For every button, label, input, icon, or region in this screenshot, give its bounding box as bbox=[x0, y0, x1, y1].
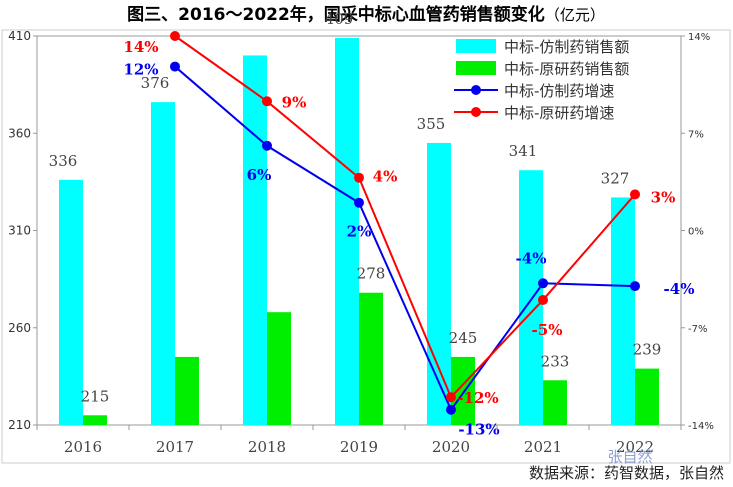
imitation-rate-point bbox=[262, 140, 272, 151]
original-rate-point bbox=[354, 172, 364, 183]
imitation-rate-label: -13% bbox=[458, 421, 499, 439]
bar-imitation bbox=[151, 102, 175, 425]
imitation-rate-label: 2% bbox=[347, 223, 372, 241]
y-right-tick-label: 7% bbox=[688, 129, 704, 140]
original-rate-point bbox=[170, 31, 180, 41]
bar-original-label: 233 bbox=[541, 352, 570, 370]
bar-imitation-label: 376 bbox=[141, 74, 170, 92]
bar-imitation bbox=[59, 179, 83, 425]
bar-imitation bbox=[335, 37, 359, 425]
original-rate-label: 3% bbox=[651, 188, 676, 206]
bar-imitation bbox=[243, 55, 267, 425]
bar-original bbox=[83, 415, 107, 425]
legend-label: 中标-仿制药增速 bbox=[504, 82, 614, 100]
imitation-rate-label: -4% bbox=[516, 249, 547, 267]
imitation-rate-label: -4% bbox=[664, 280, 695, 298]
source-note: 数据来源：药智数据，张自然 bbox=[529, 464, 724, 482]
chart-title-main: 图三、2016～2022年，国采中标心血管药销售额变化 bbox=[127, 4, 545, 25]
y-right-tick-label: -14% bbox=[688, 421, 714, 432]
y-left-tick-label: 260 bbox=[8, 321, 31, 335]
original-rate-label: 4% bbox=[373, 168, 398, 186]
bar-original-label: 215 bbox=[81, 387, 110, 405]
legend-label: 中标-原研药销售额 bbox=[504, 60, 629, 78]
imitation-rate-point bbox=[630, 281, 640, 292]
x-tick-label: 2016 bbox=[64, 438, 102, 456]
bar-original-label: 239 bbox=[633, 341, 662, 359]
imitation-rate-label: 6% bbox=[247, 166, 272, 184]
imitation-rate-point bbox=[354, 197, 364, 208]
bar-imitation-label: 327 bbox=[601, 169, 630, 187]
bar-imitation-label: 409 bbox=[325, 10, 354, 28]
bar-original-label: 278 bbox=[357, 265, 386, 283]
legend-swatch-marker bbox=[471, 85, 481, 95]
bar-imitation bbox=[427, 142, 451, 425]
y-right-tick-label: -7% bbox=[688, 324, 707, 335]
original-rate-point bbox=[538, 294, 548, 305]
legend-label: 中标-仿制药销售额 bbox=[504, 38, 629, 56]
original-rate-point bbox=[446, 392, 456, 403]
bar-original bbox=[175, 356, 199, 425]
bar-original bbox=[543, 380, 567, 425]
bar-imitation-label: 355 bbox=[417, 115, 446, 133]
bar-imitation-label: 341 bbox=[509, 142, 538, 160]
data-label-group: 336 215 376 409 278 355 245 341 233 327 239 12% 6% 2%… bbox=[49, 10, 695, 439]
y-left-tick-label: 210 bbox=[8, 418, 31, 432]
legend-swatch-bar bbox=[456, 39, 496, 53]
bar-original bbox=[359, 292, 383, 425]
x-tick-label: 2018 bbox=[248, 438, 286, 456]
chart-border bbox=[1, 29, 731, 464]
bar-original bbox=[635, 368, 659, 425]
original-rate-label: -12% bbox=[457, 389, 498, 407]
x-tick-label: 2017 bbox=[156, 438, 194, 456]
chart-title-unit: （亿元） bbox=[545, 6, 605, 24]
original-rate-label: -5% bbox=[532, 321, 563, 339]
bar-original bbox=[267, 312, 291, 425]
original-rate-label: 14% bbox=[123, 38, 158, 56]
original-rate-line bbox=[174, 35, 636, 400]
imitation-rate-point bbox=[538, 278, 548, 289]
chart-title: 图三、2016～2022年，国采中标心血管药销售额变化（亿元） bbox=[127, 4, 605, 25]
original-rate-point bbox=[262, 96, 272, 107]
x-tick-label: 2022 bbox=[616, 438, 654, 456]
imitation-rate-point bbox=[170, 61, 180, 72]
bar-imitation bbox=[611, 197, 635, 425]
legend-label: 中标-原研药增速 bbox=[504, 104, 614, 122]
x-tick-label: 2019 bbox=[340, 438, 378, 456]
imitation-rate-point bbox=[446, 404, 456, 415]
y-right-tick-label: 14% bbox=[688, 32, 710, 43]
line-group bbox=[170, 31, 640, 415]
y-right-tick-label: 0% bbox=[688, 227, 704, 238]
imitation-rate-label: 12% bbox=[123, 61, 158, 79]
y-left-tick-label: 410 bbox=[8, 29, 31, 43]
x-tick-label: 2020 bbox=[432, 438, 470, 456]
axes-group: 410 360 310 260 210 14% 7% 0% -7% -14% 2016 2017 201… bbox=[8, 29, 714, 456]
legend-swatch-marker bbox=[471, 107, 481, 117]
bar-original bbox=[451, 356, 475, 425]
bar-imitation-label: 336 bbox=[49, 152, 78, 170]
original-rate-label: 9% bbox=[282, 93, 307, 111]
legend-swatch-bar bbox=[456, 61, 496, 75]
original-rate-point bbox=[630, 189, 640, 200]
bar-group bbox=[59, 37, 659, 425]
bar-original-label: 245 bbox=[449, 329, 478, 347]
y-left-tick-label: 310 bbox=[8, 224, 31, 238]
watermark: 张自然 bbox=[607, 448, 652, 466]
y-left-tick-label: 360 bbox=[8, 126, 31, 140]
x-tick-label: 2021 bbox=[524, 438, 562, 456]
